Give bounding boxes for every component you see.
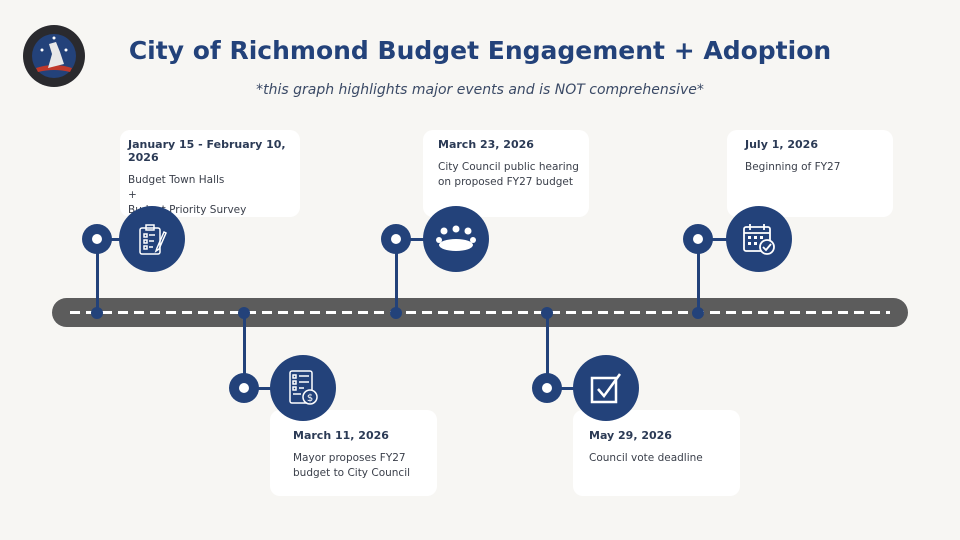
event-description: Council vote deadline — [589, 452, 703, 464]
meeting-table-icon — [423, 206, 489, 272]
timeline-node — [683, 224, 713, 254]
connector-line — [561, 387, 581, 390]
road-center-line — [70, 311, 890, 314]
event-date: January 15 - February 10, 2026 — [128, 138, 286, 164]
timeline-dot — [692, 307, 704, 319]
event-date: March 11, 2026 — [293, 429, 389, 442]
svg-text:$: $ — [307, 393, 313, 404]
timeline-node — [532, 373, 562, 403]
city-seal-logo — [22, 24, 86, 88]
connector-line — [712, 238, 732, 241]
page-subtitle: *this graph highlights major events and … — [256, 82, 704, 98]
event-card: March 11, 2026 Mayor proposes FY27 budge… — [270, 410, 437, 496]
event-card: March 23, 2026 City Council public heari… — [423, 130, 589, 217]
event-date: July 1, 2026 — [745, 138, 818, 151]
timeline-node — [381, 224, 411, 254]
timeline-node — [229, 373, 259, 403]
event-card: May 29, 2026 Council vote deadline — [573, 410, 740, 496]
connector-line — [243, 313, 246, 388]
timeline-dot — [541, 307, 553, 319]
checkbox-icon — [573, 355, 639, 421]
page-title: City of Richmond Budget Engagement + Ado… — [128, 36, 832, 65]
connector-line — [258, 387, 278, 390]
timeline-dot — [91, 307, 103, 319]
timeline-node — [82, 224, 112, 254]
timeline-dot — [390, 307, 402, 319]
event-description: City Council public hearing on proposed … — [438, 161, 579, 188]
event-description: Mayor proposes FY27 budget to City Counc… — [293, 452, 411, 479]
clipboard-icon — [119, 206, 185, 272]
event-date: March 23, 2026 — [438, 138, 534, 151]
connector-line — [697, 239, 700, 313]
event-card: January 15 - February 10, 2026 Budget To… — [120, 130, 300, 231]
connector-line — [410, 238, 430, 241]
budget-document-icon: $ — [270, 355, 336, 421]
connector-line — [546, 313, 549, 388]
calendar-check-icon — [726, 206, 792, 272]
connector-line — [96, 239, 99, 313]
timeline-dot — [238, 307, 250, 319]
event-description: Beginning of FY27 — [745, 161, 841, 173]
connector-line — [395, 239, 398, 313]
event-card: July 1, 2026 Beginning of FY27 — [727, 130, 893, 217]
event-date: May 29, 2026 — [589, 429, 672, 442]
